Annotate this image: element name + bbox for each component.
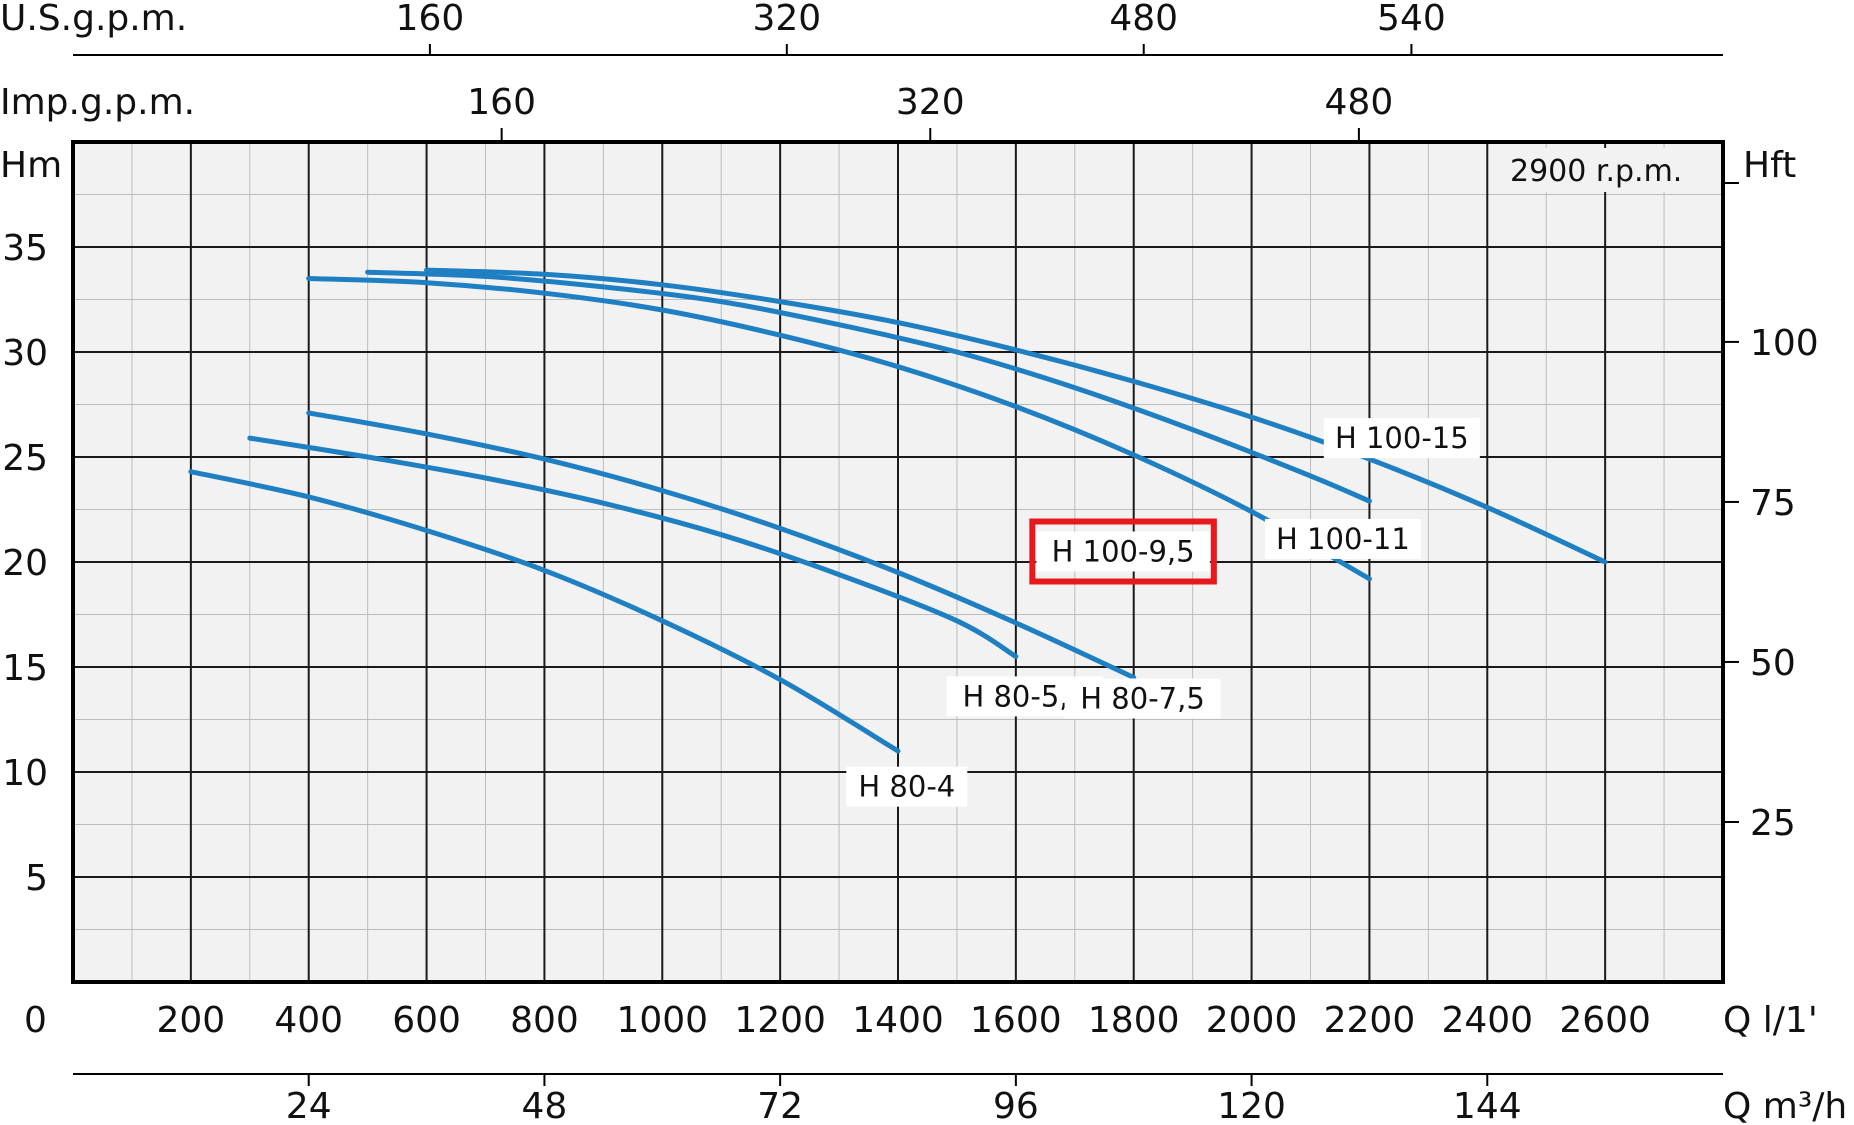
x-tick-label: 2400 — [1441, 1000, 1533, 1041]
y-axis-left-label: Hm — [0, 145, 62, 186]
y-right-tick-label: 25 — [1750, 803, 1796, 844]
y-left-tick-label: 10 — [2, 753, 48, 794]
speed-label: 2900 r.p.m. — [1510, 154, 1682, 189]
y-axis-right-label: Hft — [1743, 145, 1796, 186]
series-line — [306, 276, 1372, 582]
y-right-tick-label: 75 — [1750, 483, 1796, 524]
impgpm-tick-label: 320 — [896, 82, 965, 123]
major-grid — [73, 142, 1723, 982]
series-label-bg — [1064, 678, 1221, 719]
y-left-tick-label: 20 — [2, 543, 48, 584]
m3h-axis-label: Q m³/h — [1723, 1086, 1847, 1125]
usgpm-tick-label: 160 — [396, 0, 465, 39]
x-tick-label: 1800 — [1088, 1000, 1180, 1041]
x-origin-label: 0 — [24, 1000, 47, 1041]
impgpm-axis-label: Imp.g.p.m. — [0, 82, 195, 123]
usgpm-tick-label: 540 — [1377, 0, 1446, 39]
impgpm-tick-label: 480 — [1325, 82, 1394, 123]
m3h-tick-label: 72 — [757, 1086, 803, 1125]
x-tick-label: 1200 — [734, 1000, 826, 1041]
y-right-tick-label: 50 — [1750, 643, 1796, 684]
impgpm-tick-label: 160 — [467, 82, 536, 123]
series-label-bg — [846, 766, 968, 807]
series-label: H 100-15 — [1335, 421, 1469, 455]
series-line — [247, 435, 1019, 659]
series-labels: H 80-4H 80-5,5H 80-7,5H 100-9,5 H 100-11H… — [846, 418, 1480, 807]
speed-label-bg — [1500, 148, 1710, 192]
x-tick-label: 1400 — [852, 1000, 944, 1041]
y-right-ticks: 25 50 75 100 — [1723, 182, 1819, 844]
plot-frame — [71, 140, 1725, 984]
m3h-tick-label: 120 — [1217, 1086, 1286, 1125]
series-line — [424, 267, 1608, 565]
m3h-ticks: 24 48 72 96 120 144 — [286, 1074, 1522, 1125]
series-label-bg — [1264, 518, 1421, 559]
x-ticks: 200 400 600 800 1000 1200 1400 1600 1800 2000 2200… — [156, 1000, 1650, 1041]
x-axis-label: Q l/1' — [1723, 1000, 1818, 1041]
x-tick-label: 200 — [156, 1000, 225, 1041]
series-label: H 80-4 — [858, 770, 955, 804]
x-tick-label: 1000 — [616, 1000, 708, 1041]
y-left-ticks: 5 10 15 20 25 30 35 — [2, 228, 48, 899]
y-right-tick-label: 100 — [1750, 323, 1819, 364]
y-left-tick-label: 15 — [2, 648, 48, 689]
series-lines — [188, 267, 1608, 754]
x-tick-label: 2000 — [1206, 1000, 1298, 1041]
m3h-tick-label: 48 — [522, 1086, 568, 1125]
series-label: H 100-11 — [1276, 522, 1410, 556]
usgpm-tick-label: 320 — [752, 0, 821, 39]
m3h-tick-label: 24 — [286, 1086, 332, 1125]
x-tick-label: 2200 — [1324, 1000, 1416, 1041]
series-line — [188, 469, 901, 754]
y-left-tick-label: 30 — [2, 333, 48, 374]
series-line — [306, 410, 1137, 680]
impgpm-ticks: 160 320 480 — [467, 82, 1393, 142]
y-left-tick-label: 25 — [2, 438, 48, 479]
usgpm-ticks: 160 320 480 540 — [396, 0, 1446, 55]
x-tick-label: 600 — [392, 1000, 461, 1041]
x-tick-label: 400 — [274, 1000, 343, 1041]
series-label-bg — [1323, 418, 1480, 459]
x-tick-label: 800 — [510, 1000, 579, 1041]
series-label: H 100-9,5 — [1052, 535, 1195, 569]
y-left-tick-label: 35 — [2, 228, 48, 269]
x-tick-label: 2600 — [1559, 1000, 1651, 1041]
series-label: H 80-7,5 — [1080, 682, 1205, 716]
series-label-bg — [1036, 531, 1210, 572]
series-line — [365, 269, 1372, 504]
m3h-tick-label: 144 — [1453, 1086, 1522, 1125]
y-left-tick-label: 5 — [25, 858, 48, 899]
usgpm-tick-label: 480 — [1109, 0, 1178, 39]
x-tick-label: 1600 — [970, 1000, 1062, 1041]
highlight-box — [1029, 518, 1217, 585]
m3h-tick-label: 96 — [993, 1086, 1039, 1125]
usgpm-axis-label: U.S.g.p.m. — [0, 0, 187, 39]
